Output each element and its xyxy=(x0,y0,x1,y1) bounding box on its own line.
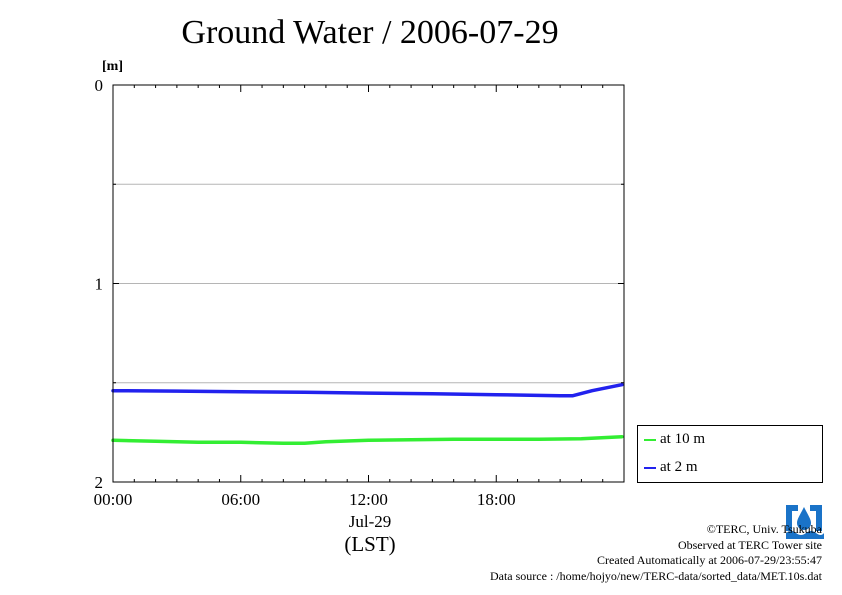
series-line-0 xyxy=(111,434,624,446)
grid-layer xyxy=(113,183,624,384)
x-tick-label: 06:00 xyxy=(221,490,260,509)
y-tick-label: 0 xyxy=(95,76,104,95)
terc-logo-icon xyxy=(784,503,824,539)
legend: at 10 m at 2 m xyxy=(637,425,823,483)
legend-swatch-10m xyxy=(644,438,656,441)
copyright-text: ©TERC, Univ. Tsukuba xyxy=(706,522,822,536)
x-axis-title: (LST) xyxy=(344,532,395,556)
x-tick-label: 18:00 xyxy=(477,490,516,509)
legend-swatch-2m xyxy=(644,466,656,469)
x-axis-date-label: Jul-29 xyxy=(349,512,392,531)
series-layer xyxy=(111,382,624,446)
observed-site-text: Observed at TERC Tower site xyxy=(677,537,822,552)
data-source-text: Data source : /home/hojyo/new/TERC-data/… xyxy=(489,568,822,583)
y-axis-unit-label: [m] xyxy=(102,59,123,74)
created-timestamp-text: Created Automatically at 2006-07-29/23:5… xyxy=(597,553,822,568)
legend-item-2m: at 2 m xyxy=(644,459,698,476)
x-tick-label: 00:00 xyxy=(94,490,133,509)
chart-title: Ground Water / 2006-07-29 xyxy=(181,14,559,51)
legend-label-10m: at 10 m xyxy=(660,431,705,447)
y-tick-label: 2 xyxy=(95,473,104,492)
axes-layer: 0 1 200:00 06:00 12:00 18:00 xyxy=(94,76,625,509)
legend-label-2m: at 2 m xyxy=(660,459,698,475)
y-tick-label: 1 xyxy=(95,275,104,294)
x-tick-label: 12:00 xyxy=(349,490,388,509)
legend-item-10m: at 10 m xyxy=(644,431,705,448)
credits-block: ©TERC, Univ. Tsukuba Observed at TERC To… xyxy=(490,522,822,584)
series-line-1 xyxy=(111,382,624,398)
